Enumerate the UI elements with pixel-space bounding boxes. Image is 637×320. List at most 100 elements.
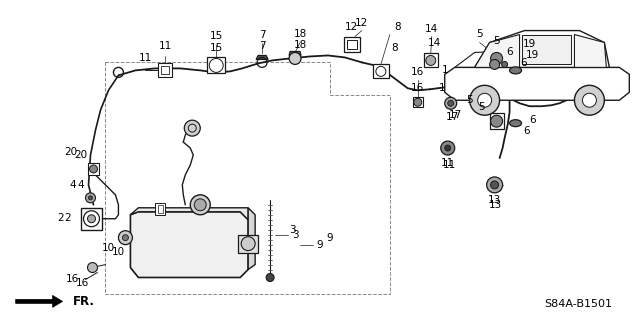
Circle shape <box>118 231 132 244</box>
Text: 2: 2 <box>57 213 64 223</box>
Text: 16: 16 <box>76 278 89 288</box>
Circle shape <box>478 93 492 107</box>
Bar <box>159 63 173 77</box>
Circle shape <box>87 262 97 273</box>
Bar <box>80 208 103 230</box>
Bar <box>159 205 163 213</box>
Bar <box>413 97 423 107</box>
Text: 11: 11 <box>159 42 172 52</box>
Circle shape <box>490 52 503 64</box>
Circle shape <box>184 120 200 136</box>
Polygon shape <box>131 208 248 220</box>
Text: 15: 15 <box>210 44 223 53</box>
Text: 16: 16 <box>411 68 424 77</box>
Circle shape <box>490 115 503 127</box>
Text: 8: 8 <box>392 44 398 53</box>
Bar <box>207 58 225 73</box>
Text: 5: 5 <box>476 28 483 38</box>
Polygon shape <box>475 31 610 68</box>
Text: 12: 12 <box>355 18 369 28</box>
Text: 7: 7 <box>259 29 266 40</box>
Text: 1: 1 <box>441 65 448 76</box>
Bar <box>238 235 258 252</box>
Circle shape <box>85 193 96 203</box>
Circle shape <box>414 98 422 106</box>
Circle shape <box>289 52 301 64</box>
Text: S84A-B1501: S84A-B1501 <box>545 300 613 309</box>
Text: 5: 5 <box>466 95 473 105</box>
Text: 17: 17 <box>446 112 459 122</box>
Polygon shape <box>16 295 62 307</box>
Text: 6: 6 <box>520 59 527 68</box>
Bar <box>490 51 504 67</box>
Text: 14: 14 <box>428 37 441 47</box>
Circle shape <box>190 195 210 215</box>
Bar <box>193 197 207 205</box>
Text: 4: 4 <box>69 180 76 190</box>
Text: 6: 6 <box>523 126 530 136</box>
Circle shape <box>89 196 92 200</box>
Text: 14: 14 <box>425 24 438 34</box>
Circle shape <box>426 55 436 65</box>
Text: 11: 11 <box>139 53 152 63</box>
Ellipse shape <box>510 67 522 74</box>
Circle shape <box>441 141 455 155</box>
Polygon shape <box>289 52 301 55</box>
Circle shape <box>266 274 274 282</box>
Text: 10: 10 <box>112 247 125 257</box>
Circle shape <box>490 60 499 69</box>
Circle shape <box>87 215 96 223</box>
Text: 9: 9 <box>327 233 333 243</box>
Text: 3: 3 <box>292 230 298 240</box>
Text: 8: 8 <box>394 21 401 32</box>
Text: 13: 13 <box>488 195 501 205</box>
Polygon shape <box>131 212 248 277</box>
Bar <box>490 113 504 129</box>
Text: 3: 3 <box>289 225 296 235</box>
Circle shape <box>241 237 255 251</box>
Bar <box>424 53 438 68</box>
Circle shape <box>487 177 503 193</box>
Text: 5: 5 <box>478 102 485 112</box>
Text: 17: 17 <box>449 110 462 120</box>
Circle shape <box>90 165 97 173</box>
Text: 12: 12 <box>345 21 359 32</box>
Text: 18: 18 <box>294 28 306 38</box>
Text: 16: 16 <box>66 275 79 284</box>
Text: 13: 13 <box>489 200 502 210</box>
Text: 6: 6 <box>529 115 536 125</box>
Circle shape <box>194 199 206 211</box>
Bar <box>347 40 357 50</box>
Text: 7: 7 <box>259 42 266 52</box>
Text: 16: 16 <box>411 83 424 93</box>
Text: 11: 11 <box>441 158 454 168</box>
Polygon shape <box>256 55 268 60</box>
Text: 18: 18 <box>294 39 306 50</box>
Circle shape <box>501 61 508 68</box>
Circle shape <box>445 145 451 151</box>
Text: 9: 9 <box>317 240 324 250</box>
Bar <box>522 35 571 64</box>
Circle shape <box>469 85 499 115</box>
Text: 11: 11 <box>443 160 456 170</box>
Circle shape <box>448 100 454 106</box>
Text: 19: 19 <box>523 38 536 49</box>
Circle shape <box>122 235 129 241</box>
Text: 20: 20 <box>74 150 87 160</box>
Bar <box>344 36 360 52</box>
Circle shape <box>490 181 499 189</box>
Circle shape <box>575 85 605 115</box>
Bar <box>155 203 166 215</box>
Text: 10: 10 <box>102 243 115 252</box>
Ellipse shape <box>510 120 522 127</box>
Polygon shape <box>575 35 606 68</box>
Polygon shape <box>248 208 255 269</box>
Bar <box>161 67 169 74</box>
Text: 15: 15 <box>210 30 223 41</box>
Polygon shape <box>475 35 520 68</box>
Bar <box>87 163 99 175</box>
Polygon shape <box>445 68 629 100</box>
Text: 19: 19 <box>526 51 539 60</box>
Text: 5: 5 <box>493 36 500 45</box>
Text: FR.: FR. <box>73 295 94 308</box>
